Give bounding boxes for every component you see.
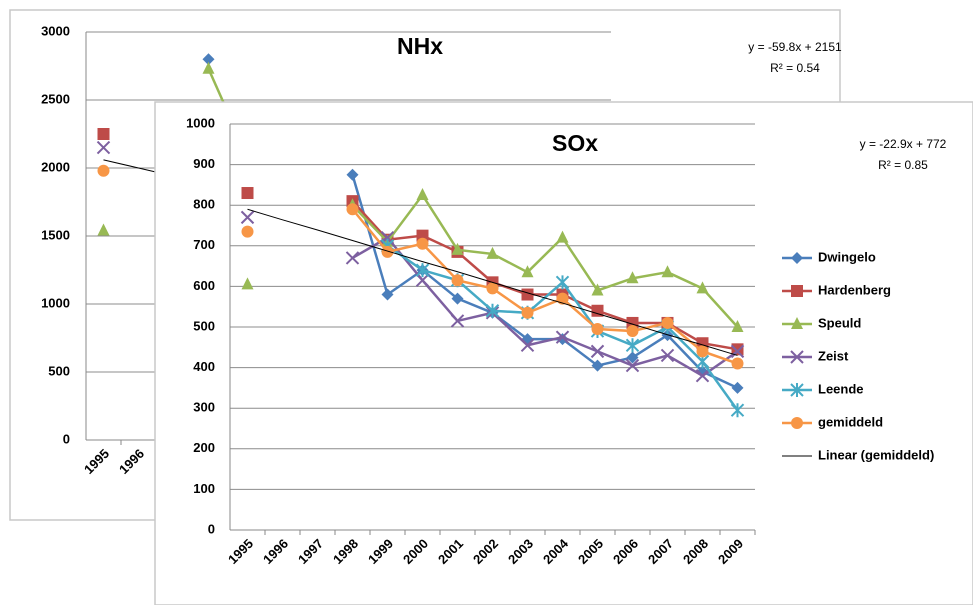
y-tick-label: 600 (193, 278, 215, 293)
marker (346, 168, 359, 181)
legend-label: Linear (gemiddeld) (818, 447, 934, 462)
trend-equation: y = -22.9x + 772 (860, 137, 947, 151)
marker (626, 271, 639, 284)
marker (731, 381, 744, 394)
marker (791, 317, 803, 329)
marker (415, 263, 430, 278)
y-tick-label: 200 (193, 440, 215, 455)
marker (731, 320, 744, 332)
marker (240, 210, 255, 225)
marker (555, 275, 570, 290)
marker (521, 265, 534, 278)
marker (241, 225, 254, 238)
marker (451, 242, 464, 255)
y-tick-label: 500 (193, 318, 215, 333)
marker (485, 303, 500, 318)
marker (520, 338, 535, 352)
y-tick-label: 900 (193, 156, 215, 171)
marker (381, 245, 394, 258)
trend-equation: R² = 0.54 (770, 61, 820, 75)
series-line (351, 236, 739, 378)
marker (96, 140, 111, 155)
marker (591, 283, 604, 296)
marker (241, 277, 254, 290)
legend-label: Dwingelo (818, 249, 876, 264)
chart-title: SOx (552, 130, 598, 156)
marker (556, 333, 569, 346)
panel-background (154, 101, 973, 606)
marker (381, 288, 394, 301)
marker (556, 292, 569, 305)
marker (555, 330, 570, 344)
marker (486, 246, 499, 259)
y-tick-label: 500 (48, 363, 70, 378)
marker (202, 61, 215, 74)
marker (730, 344, 745, 359)
trend-equation: y = -59.8x + 2151 (748, 40, 842, 54)
chart-title: NHx (397, 33, 443, 59)
y-tick-label: 800 (193, 197, 215, 212)
y-tick-label: 700 (193, 237, 215, 252)
y-tick-label: 1000 (41, 295, 70, 310)
marker (625, 358, 640, 373)
marker (790, 383, 804, 397)
marker (97, 164, 110, 177)
marker (696, 345, 709, 358)
marker (626, 325, 639, 338)
y-tick-label: 1500 (41, 227, 70, 242)
marker (451, 292, 464, 305)
legend-label: Zeist (818, 348, 849, 363)
y-tick-label: 100 (193, 481, 215, 496)
marker (661, 265, 674, 278)
y-tick-label: 1000 (186, 115, 215, 130)
marker (791, 252, 803, 264)
y-tick-label: 400 (193, 359, 215, 374)
marker (695, 369, 710, 383)
marker (591, 323, 604, 336)
y-tick-label: 0 (208, 521, 215, 536)
marker (696, 281, 709, 294)
marker (451, 274, 464, 287)
marker (661, 316, 674, 329)
y-tick-label: 0 (63, 431, 70, 446)
marker (591, 359, 604, 372)
marker (241, 187, 254, 200)
marker (626, 351, 639, 364)
marker (791, 285, 803, 297)
trend-equation: R² = 0.85 (878, 158, 928, 172)
legend-label: Leende (818, 381, 864, 396)
series-line (351, 192, 739, 328)
marker (345, 251, 360, 265)
marker (521, 306, 534, 319)
marker (790, 350, 804, 364)
marker (486, 282, 499, 295)
marker (556, 230, 569, 243)
legend-label: Hardenberg (818, 282, 891, 297)
y-tick-label: 2000 (41, 159, 70, 174)
series-line (247, 208, 738, 356)
marker (450, 314, 465, 328)
marker (346, 203, 359, 216)
legend-label: Speuld (818, 315, 861, 330)
y-tick-label: 2500 (41, 91, 70, 106)
marker (791, 417, 803, 429)
marker (415, 273, 430, 288)
y-tick-label: 3000 (41, 23, 70, 38)
marker (416, 237, 429, 250)
marker (97, 128, 110, 140)
marker (625, 338, 640, 353)
marker (731, 357, 744, 370)
marker (591, 304, 604, 317)
marker (660, 348, 675, 363)
marker (730, 403, 745, 418)
marker (590, 344, 605, 359)
legend-label: gemiddeld (818, 414, 883, 429)
y-tick-label: 300 (193, 400, 215, 415)
marker (97, 223, 110, 236)
marker (202, 53, 215, 66)
marker (416, 188, 429, 201)
